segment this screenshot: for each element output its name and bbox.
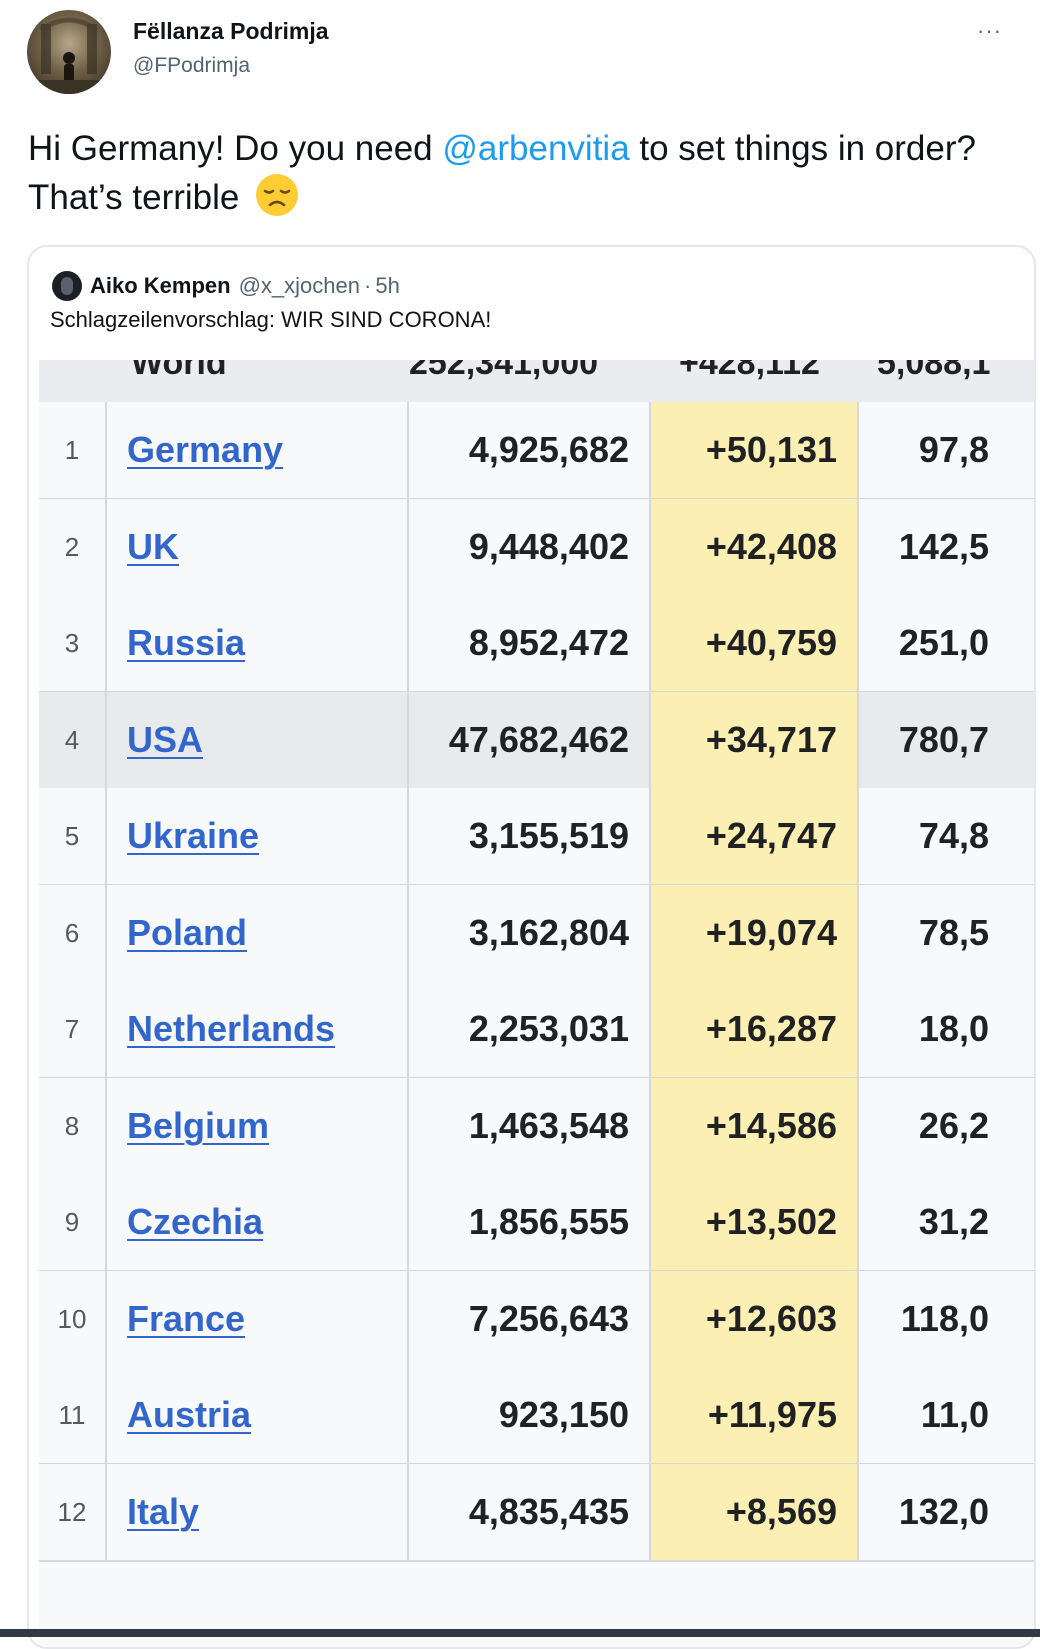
table-row: 11 Austria 923,150 +11,975 11,0	[39, 1367, 1034, 1465]
header-deaths-cropped: 5,088,1	[877, 360, 991, 382]
avatar-photo-icon	[27, 17, 111, 94]
row-rank: 9	[39, 1174, 107, 1270]
country-link[interactable]: Russia	[107, 595, 409, 691]
new-cases: +8,569	[651, 1463, 859, 1560]
row-rank: 10	[39, 1270, 107, 1367]
table-row: 5 Ukraine 3,155,519 +24,747 74,8	[39, 788, 1034, 886]
total-deaths: 26,2	[918, 1104, 989, 1146]
bottom-bar	[0, 1629, 1040, 1637]
row-rank: 3	[39, 595, 107, 691]
tweet-text: Hi Germany! Do you need @arbenvitia to s…	[28, 124, 1018, 222]
covid-cases-table-image: World 252,341,000 +428,112 5,088,1 1 Germ…	[39, 360, 1034, 1647]
table-row: 8 Belgium 1,463,548 +14,586 26,2	[39, 1077, 1034, 1176]
new-cases: +40,759	[651, 595, 859, 691]
total-deaths: 118,0	[900, 1297, 989, 1339]
table-row: 2 UK 9,448,402 +42,408 142,5	[39, 498, 1034, 597]
country-link[interactable]: Czechia	[107, 1174, 409, 1270]
row-rank: 2	[39, 498, 107, 595]
row-rank: 5	[39, 788, 107, 884]
table-row: 10 France 7,256,643 +12,603 118,0	[39, 1270, 1034, 1369]
header-new-cropped: +428,112	[679, 360, 820, 382]
total-deaths: 780,7	[898, 718, 989, 760]
country-link[interactable]: France	[107, 1270, 409, 1367]
total-cases: 9,448,402	[389, 498, 651, 595]
total-deaths: 251,0	[898, 622, 989, 663]
row-rank: 4	[39, 691, 107, 788]
country-link[interactable]: UK	[107, 498, 409, 595]
country-link[interactable]: USA	[107, 691, 409, 788]
total-cases: 2,253,031	[389, 981, 651, 1077]
country-link[interactable]: Netherlands	[107, 981, 409, 1077]
table-row: 12 Italy 4,835,435 +8,569 132,0	[39, 1463, 1034, 1562]
table-row: 4 USA 47,682,462 +34,717 780,7	[39, 691, 1034, 790]
quoted-timestamp: 5h	[375, 273, 400, 298]
total-cases: 47,682,462	[389, 691, 651, 788]
quoted-author-avatar	[52, 271, 82, 301]
total-deaths: 74,8	[918, 815, 989, 856]
total-cases: 923,150	[389, 1367, 651, 1463]
row-rank: 12	[39, 1463, 107, 1560]
new-cases: +11,975	[651, 1367, 859, 1463]
more-options-icon[interactable]: ···	[977, 18, 1002, 43]
table-row: 6 Poland 3,162,804 +19,074 78,5	[39, 884, 1034, 983]
country-link[interactable]: Ukraine	[107, 788, 409, 884]
author-name[interactable]: Fëllanza Podrimja	[133, 18, 329, 44]
total-cases: 4,925,682	[389, 402, 651, 498]
author-handle[interactable]: @FPodrimja	[133, 54, 251, 77]
new-cases: +13,502	[651, 1174, 859, 1270]
quoted-author-name: Aiko Kempen	[90, 273, 231, 298]
total-cases: 1,463,548	[389, 1077, 651, 1174]
table-row: 9 Czechia 1,856,555 +13,502 31,2	[39, 1174, 1034, 1272]
total-deaths: 78,5	[918, 911, 989, 953]
row-rank: 1	[39, 402, 107, 498]
disappointed-face-icon	[256, 174, 299, 216]
country-link[interactable]: Italy	[107, 1463, 409, 1560]
author-avatar[interactable]	[27, 10, 111, 94]
new-cases: +16,287	[651, 981, 859, 1077]
table-header-row-cropped: World 252,341,000 +428,112 5,088,1	[39, 360, 1034, 404]
total-cases: 7,256,643	[389, 1270, 651, 1367]
tweet-text-start: Hi Germany! Do you need	[28, 129, 443, 168]
total-deaths: 142,5	[898, 525, 989, 567]
total-deaths: 97,8	[918, 429, 989, 470]
new-cases: +14,586	[651, 1077, 859, 1174]
total-cases: 8,952,472	[389, 595, 651, 691]
quoted-tweet-text: Schlagzeilenvorschlag: WIR SIND CORONA!	[50, 307, 492, 332]
new-cases: +24,747	[651, 788, 859, 884]
row-rank: 7	[39, 981, 107, 1077]
row-rank: 11	[39, 1367, 107, 1463]
table-row: 1 Germany 4,925,682 +50,131 97,8	[39, 402, 1034, 500]
country-link[interactable]: Germany	[107, 402, 409, 498]
new-cases: +50,131	[651, 402, 859, 498]
total-cases: 3,155,519	[389, 788, 651, 884]
table-row: 3 Russia 8,952,472 +40,759 251,0	[39, 595, 1034, 693]
row-rank: 6	[39, 884, 107, 981]
table-row: 7 Netherlands 2,253,031 +16,287 18,0	[39, 981, 1034, 1079]
tweet-text-end: to set things in order? That’s terrible	[28, 129, 976, 217]
total-deaths: 18,0	[918, 1008, 989, 1049]
total-cases: 4,835,435	[389, 1463, 651, 1560]
quoted-tweet[interactable]: Aiko Kempen @x_xjochen · 5h Schlagzeilen…	[27, 245, 1036, 1649]
total-deaths: 11,0	[920, 1394, 989, 1435]
country-link[interactable]: Poland	[107, 884, 409, 981]
new-cases: +12,603	[651, 1270, 859, 1367]
quoted-tweet-header: Aiko Kempen @x_xjochen · 5h	[52, 269, 400, 303]
total-deaths: 31,2	[918, 1201, 989, 1242]
separator-dot: ·	[364, 273, 372, 298]
total-cases: 3,162,804	[389, 884, 651, 981]
mention-link[interactable]: @arbenvitia	[442, 129, 630, 168]
country-link[interactable]: Belgium	[107, 1077, 409, 1174]
quoted-author-handle: @x_xjochen	[238, 273, 360, 298]
header-total-cropped: 252,341,000	[409, 360, 599, 382]
row-rank: 8	[39, 1077, 107, 1174]
new-cases: +34,717	[651, 691, 859, 788]
new-cases: +19,074	[651, 884, 859, 981]
header-country-cropped: World	[131, 360, 227, 382]
country-link[interactable]: Austria	[107, 1367, 409, 1463]
total-deaths: 132,0	[898, 1490, 989, 1532]
new-cases: +42,408	[651, 498, 859, 595]
total-cases: 1,856,555	[389, 1174, 651, 1270]
